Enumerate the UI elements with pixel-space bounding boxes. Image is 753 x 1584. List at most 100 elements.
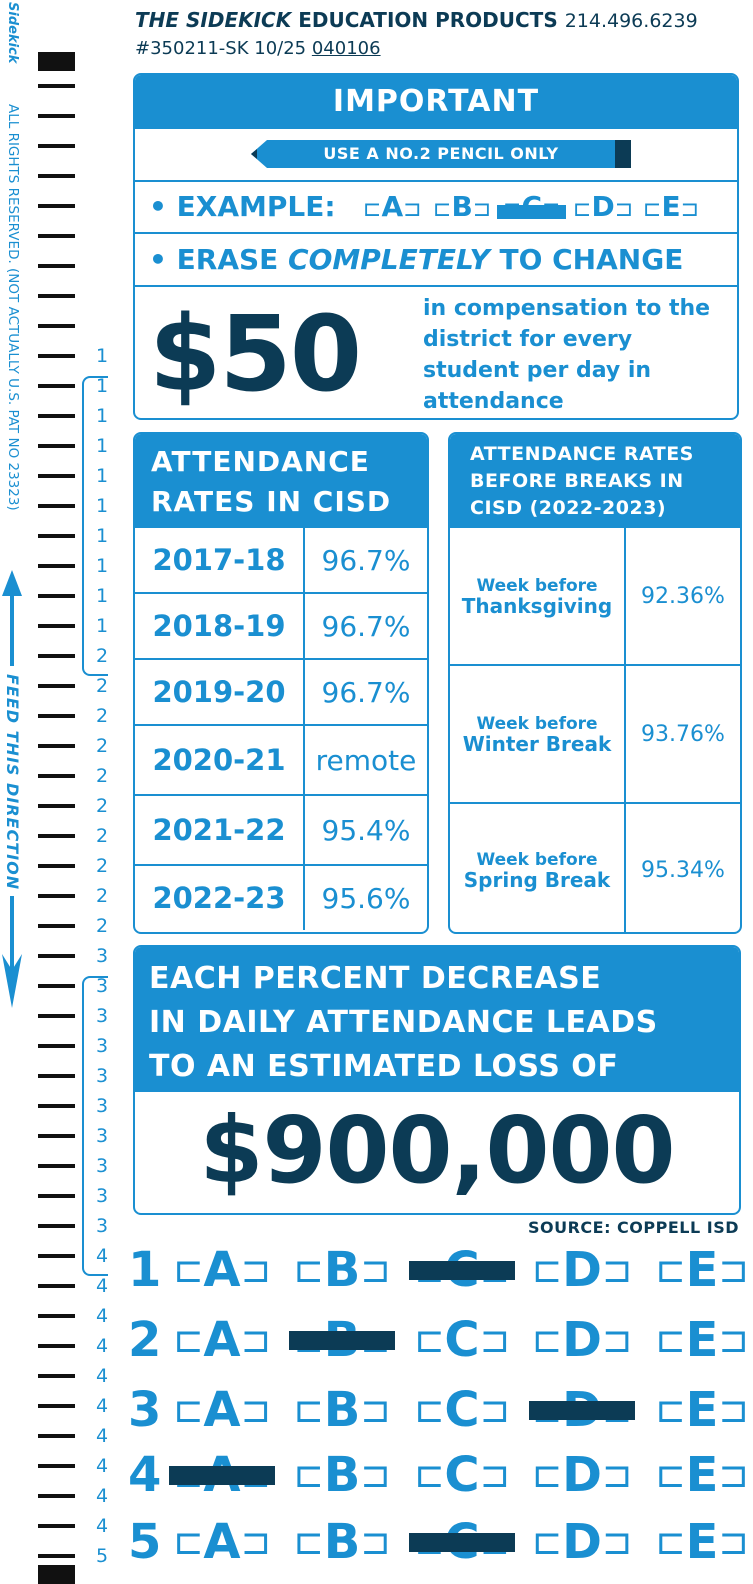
table-row: 2022-23 95.6% <box>135 864 427 930</box>
answer-bubble-a[interactable]: ⊏A⊐ <box>166 1512 278 1573</box>
answer-row: 1⊏A⊐⊏B⊐⊏C⊐⊏D⊐⊏E⊐ <box>128 1240 749 1301</box>
answer-bubble-d[interactable]: ⊏D⊐ <box>526 1240 638 1301</box>
period-large-label: Thanksgiving <box>461 594 613 618</box>
answer-bubble-b[interactable]: ⊏B⊐ <box>286 1240 398 1301</box>
answer-row: 2⊏A⊐⊏B⊐⊏C⊐⊏D⊐⊏E⊐ <box>128 1310 749 1371</box>
bubble-bracket-right: ⊐ <box>240 1390 271 1431</box>
row-number: 2 <box>95 855 109 877</box>
bubble-letter: D <box>591 190 615 223</box>
answer-bubble-d[interactable]: ⊏D⊐ <box>526 1310 638 1371</box>
row-number: 4 <box>95 1515 109 1537</box>
bubble-bracket-right: ⊐ <box>718 1455 749 1496</box>
answer-bubble-c[interactable]: ⊏C⊐ <box>406 1310 518 1371</box>
bubble-bracket-right: ⊐ <box>240 1250 271 1291</box>
timing-mark <box>38 1314 75 1318</box>
answer-bubble-c[interactable]: ⊏C⊐ <box>406 1380 518 1441</box>
answer-bubble-c[interactable]: ⊏C⊐ <box>406 1512 518 1573</box>
answer-bubble-d[interactable]: ⊏D⊐ <box>526 1445 638 1506</box>
row-number: 2 <box>95 675 109 697</box>
school-year-cell: 2022-23 <box>152 881 286 915</box>
answer-bubble-e[interactable]: ⊏E⊐ <box>646 1380 753 1441</box>
bubble-letter: A <box>203 1242 241 1298</box>
answer-row: 3⊏A⊐⊏B⊐⊏C⊐⊏D⊐⊏E⊐ <box>128 1380 749 1441</box>
attendance-title-line1: ATTENDANCE <box>151 445 370 478</box>
row-number: 3 <box>95 1065 109 1087</box>
bubble-bracket-right: ⊐ <box>601 1522 633 1563</box>
answer-bubble-a[interactable]: ⊏A⊐ <box>166 1310 278 1371</box>
answer-bubble-b[interactable]: ⊏B⊐ <box>286 1380 398 1441</box>
bubble-bracket-right: ⊐ <box>360 1522 391 1563</box>
bubble-bracket-left: ⊏ <box>173 1522 204 1563</box>
bubble-bracket-left: ⊏ <box>531 1455 563 1496</box>
bubble-bracket-left: ⊏ <box>433 197 452 222</box>
pencil-row: USE A NO.2 PENCIL ONLY <box>135 127 737 180</box>
table-row: Week before Spring Break 95.34% <box>450 802 740 932</box>
source-credit: SOURCE: COPPELL ISD <box>527 1218 739 1237</box>
bubble-letter: E <box>685 1382 719 1438</box>
row-number: 3 <box>95 1215 109 1237</box>
header-code-number: 040106 <box>311 38 381 59</box>
attendance-rate-cell: 95.4% <box>303 796 427 864</box>
important-title: IMPORTANT <box>135 75 737 127</box>
answer-bubble-e[interactable]: ⊏E⊐ <box>646 1445 753 1506</box>
row-number: 2 <box>95 885 109 907</box>
period-cell: Week before Thanksgiving <box>450 528 624 664</box>
loss-line3: TO AN ESTIMATED LOSS OF <box>149 1049 619 1084</box>
answer-bubble-e[interactable]: ⊏E⊐ <box>646 1310 753 1371</box>
answer-bubble-e[interactable]: ⊏E⊐ <box>646 1512 753 1573</box>
bubble-bracket-right: ⊐ <box>718 1320 749 1361</box>
pencil-tip <box>251 140 267 168</box>
timing-mark <box>38 474 75 478</box>
bubble-letter: D <box>562 1242 602 1298</box>
table-row: 2021-22 95.4% <box>135 794 427 864</box>
answer-bubble-a[interactable]: ⊏A⊐ <box>166 1380 278 1441</box>
bubble-bracket-right: ⊐ <box>360 1455 391 1496</box>
bubble-bracket-right: ⊐ <box>718 1250 749 1291</box>
bubble-bracket-left: ⊏ <box>293 1522 324 1563</box>
row-number: 2 <box>95 825 109 847</box>
row-number: 1 <box>95 495 109 517</box>
timing-mark <box>38 744 75 748</box>
pencil-lead <box>251 149 257 159</box>
answer-bubble-d[interactable]: ⊏D⊐ <box>526 1512 638 1573</box>
answer-bubble-a[interactable]: ⊏A⊐ <box>166 1240 278 1301</box>
timing-mark <box>38 1464 75 1468</box>
breaks-table-body: Week before Thanksgiving 92.36% Week before… <box>450 526 740 932</box>
attendance-rate-cell: 96.7% <box>303 660 427 724</box>
answer-bubble-c[interactable]: ⊏C⊐ <box>406 1240 518 1301</box>
bubble-letter: D <box>562 1514 602 1570</box>
row-number: 3 <box>95 1035 109 1057</box>
bubble-bracket-right: ⊐ <box>601 1455 633 1496</box>
school-year-cell: 2021-22 <box>152 813 286 847</box>
bubble-fill-mark <box>409 1261 515 1280</box>
attendance-rate-cell: 95.6% <box>303 866 427 930</box>
answer-bubble-d[interactable]: ⊏D⊐ <box>526 1380 638 1441</box>
timing-mark <box>38 234 75 238</box>
question-number: 5 <box>128 1514 162 1570</box>
bubble-bracket-left: ⊏ <box>173 1250 204 1291</box>
side-rights: ALL RIGHTS RESERVED. (NOT ACTUALLY U.S. … <box>5 104 21 511</box>
compensation-amount: $50 <box>149 293 362 415</box>
answer-bubble-b[interactable]: ⊏B⊐ <box>286 1445 398 1506</box>
breaks-table-title: ATTENDANCE RATES BEFORE BREAKS IN CISD (… <box>450 434 740 526</box>
timing-mark <box>38 444 75 448</box>
answer-bubble-b[interactable]: ⊏B⊐ <box>286 1310 398 1371</box>
timing-mark <box>38 1524 75 1528</box>
timing-mark <box>38 1254 75 1258</box>
feed-down-arrow-icon <box>2 896 22 1008</box>
answer-bubble-b[interactable]: ⊏B⊐ <box>286 1512 398 1573</box>
bubble-bracket-right: ⊐ <box>601 1250 633 1291</box>
period-cell: Week before Winter Break <box>450 666 624 802</box>
answer-bubble-e[interactable]: ⊏E⊐ <box>646 1240 753 1301</box>
row-number: 3 <box>95 1185 109 1207</box>
row-number: 4 <box>95 1425 109 1447</box>
bubble-letter: B <box>323 1447 361 1503</box>
breaks-title-line3: CISD (2022-2023) <box>470 497 667 519</box>
table-row: 2019-20 96.7% <box>135 658 427 724</box>
timing-mark <box>38 1164 75 1168</box>
timing-mark <box>38 1554 75 1558</box>
school-year-cell: 2020-21 <box>152 743 286 777</box>
timing-mark <box>38 624 75 628</box>
answer-bubble-c[interactable]: ⊏C⊐ <box>406 1445 518 1506</box>
answer-bubble-a[interactable]: ⊏A⊐ <box>166 1445 278 1506</box>
